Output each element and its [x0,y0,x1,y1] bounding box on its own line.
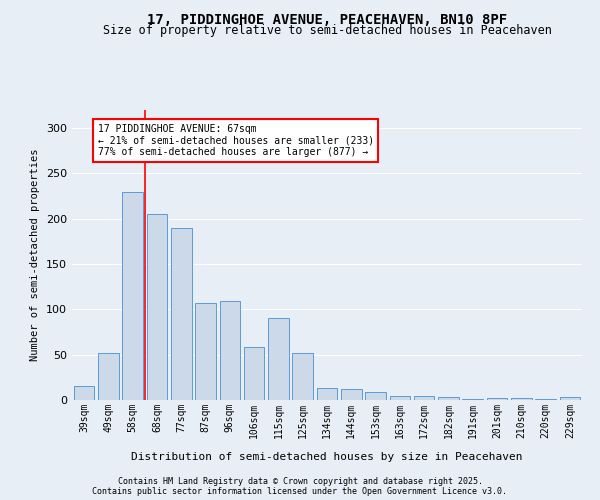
Bar [146,214,167,400]
Bar [438,398,459,400]
Bar [268,318,289,400]
Bar [535,399,556,400]
Bar [341,389,362,400]
Bar [365,392,386,400]
Bar [98,353,119,400]
Bar [195,303,216,400]
Bar [244,348,265,400]
Bar [317,388,337,400]
Text: Contains public sector information licensed under the Open Government Licence v3: Contains public sector information licen… [92,486,508,496]
Bar [560,398,580,400]
Bar [122,192,143,400]
Bar [171,228,191,400]
Text: 17, PIDDINGHOE AVENUE, PEACEHAVEN, BN10 8PF: 17, PIDDINGHOE AVENUE, PEACEHAVEN, BN10 … [147,12,507,26]
Bar [292,353,313,400]
Bar [414,396,434,400]
Y-axis label: Number of semi-detached properties: Number of semi-detached properties [31,149,40,361]
Bar [220,301,240,400]
Bar [389,396,410,400]
Bar [487,398,508,400]
Text: Contains HM Land Registry data © Crown copyright and database right 2025.: Contains HM Land Registry data © Crown c… [118,476,482,486]
Text: Size of property relative to semi-detached houses in Peacehaven: Size of property relative to semi-detach… [103,24,551,37]
Bar [511,398,532,400]
Bar [463,399,483,400]
Text: Distribution of semi-detached houses by size in Peacehaven: Distribution of semi-detached houses by … [131,452,523,462]
Text: 17 PIDDINGHOE AVENUE: 67sqm
← 21% of semi-detached houses are smaller (233)
77% : 17 PIDDINGHOE AVENUE: 67sqm ← 21% of sem… [97,124,374,157]
Bar [74,386,94,400]
